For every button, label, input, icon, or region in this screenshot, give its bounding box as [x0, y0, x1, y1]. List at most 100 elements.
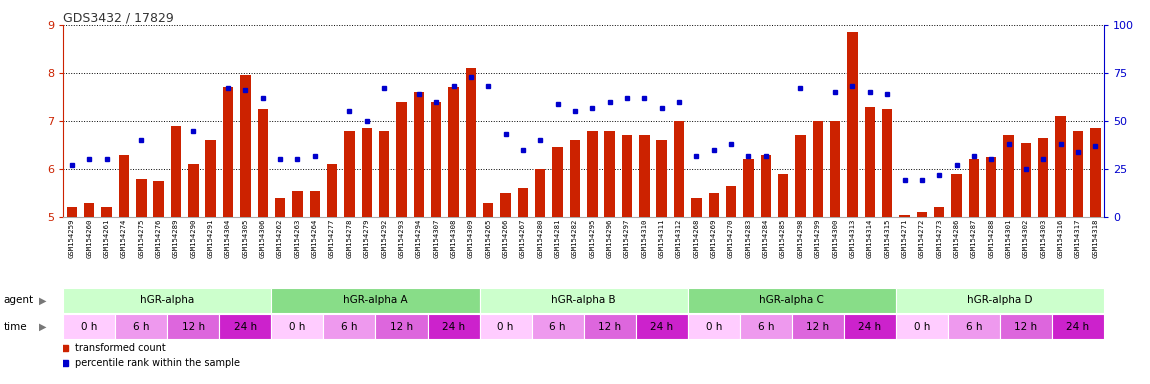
Bar	[171, 126, 182, 217]
Bar	[480, 288, 688, 313]
Text: GSM154280: GSM154280	[537, 219, 543, 258]
Bar	[63, 288, 271, 313]
Text: GSM154312: GSM154312	[676, 219, 682, 258]
Bar	[948, 314, 999, 339]
Text: GSM154267: GSM154267	[520, 219, 526, 258]
Text: 0 h: 0 h	[498, 321, 514, 332]
Bar	[323, 314, 375, 339]
Text: 12 h: 12 h	[390, 321, 413, 332]
Text: 12 h: 12 h	[806, 321, 829, 332]
Bar	[67, 207, 77, 217]
Bar	[622, 136, 633, 217]
Text: GSM154264: GSM154264	[312, 219, 317, 258]
Text: hGR-alpha B: hGR-alpha B	[551, 295, 616, 306]
Bar	[1056, 116, 1066, 217]
Bar	[480, 314, 531, 339]
Bar	[1090, 128, 1101, 217]
Bar	[588, 131, 598, 217]
Bar	[483, 203, 493, 217]
Bar	[796, 136, 806, 217]
Text: 6 h: 6 h	[133, 321, 150, 332]
Text: GSM154299: GSM154299	[815, 219, 821, 258]
Bar	[153, 181, 163, 217]
Text: GSM154259: GSM154259	[69, 219, 75, 258]
Text: 6 h: 6 h	[966, 321, 982, 332]
Bar	[428, 314, 480, 339]
Bar	[101, 207, 112, 217]
Text: GSM154262: GSM154262	[277, 219, 283, 258]
Bar	[657, 140, 667, 217]
Bar	[999, 314, 1052, 339]
Text: ▶: ▶	[39, 295, 47, 306]
Text: GSM154285: GSM154285	[780, 219, 787, 258]
Text: GSM154305: GSM154305	[243, 219, 248, 258]
Bar	[414, 92, 424, 217]
Text: GSM154286: GSM154286	[953, 219, 959, 258]
Text: GSM154277: GSM154277	[329, 219, 335, 258]
Text: 24 h: 24 h	[442, 321, 465, 332]
Text: GSM154295: GSM154295	[589, 219, 596, 258]
Text: GSM154294: GSM154294	[416, 219, 422, 258]
Bar	[844, 314, 896, 339]
Text: GSM154301: GSM154301	[1005, 219, 1012, 258]
Bar	[896, 288, 1104, 313]
Bar	[848, 32, 858, 217]
Bar	[1038, 138, 1049, 217]
Bar	[830, 121, 841, 217]
Bar	[375, 314, 428, 339]
Bar	[688, 288, 896, 313]
Text: GSM154315: GSM154315	[884, 219, 890, 258]
Bar	[688, 314, 739, 339]
Bar	[136, 179, 146, 217]
Text: GSM154260: GSM154260	[86, 219, 92, 258]
Text: GSM154298: GSM154298	[797, 219, 804, 258]
Text: GSM154297: GSM154297	[624, 219, 630, 258]
Bar	[189, 164, 199, 217]
Bar	[206, 140, 216, 217]
Text: percentile rank within the sample: percentile rank within the sample	[76, 358, 240, 367]
Bar	[639, 136, 650, 217]
Text: 0 h: 0 h	[82, 321, 98, 332]
Bar	[726, 186, 736, 217]
Text: hGR-alpha: hGR-alpha	[140, 295, 194, 306]
Bar	[518, 188, 528, 217]
Bar	[708, 193, 719, 217]
Bar	[674, 121, 684, 217]
Text: GSM154302: GSM154302	[1024, 219, 1029, 258]
Text: 0 h: 0 h	[290, 321, 306, 332]
Bar	[380, 131, 390, 217]
Bar	[760, 155, 771, 217]
Bar	[584, 314, 636, 339]
Bar	[327, 164, 337, 217]
Text: GSM154287: GSM154287	[971, 219, 976, 258]
Bar	[115, 314, 168, 339]
Text: GSM154296: GSM154296	[607, 219, 613, 258]
Text: 6 h: 6 h	[342, 321, 358, 332]
Text: GSM154270: GSM154270	[728, 219, 734, 258]
Text: GSM154317: GSM154317	[1075, 219, 1081, 258]
Bar	[500, 193, 511, 217]
Bar	[552, 147, 562, 217]
Text: GSM154284: GSM154284	[762, 219, 768, 258]
Text: GSM154308: GSM154308	[451, 219, 457, 258]
Bar	[309, 190, 320, 217]
Text: GSM154318: GSM154318	[1092, 219, 1098, 258]
Text: GSM154271: GSM154271	[902, 219, 907, 258]
Bar	[431, 102, 442, 217]
Text: 12 h: 12 h	[1014, 321, 1037, 332]
Text: 12 h: 12 h	[598, 321, 621, 332]
Bar	[168, 314, 220, 339]
Bar	[84, 203, 94, 217]
Text: GSM154314: GSM154314	[867, 219, 873, 258]
Bar	[361, 128, 371, 217]
Text: GSM154269: GSM154269	[711, 219, 716, 258]
Bar	[271, 314, 323, 339]
Text: hGR-alpha C: hGR-alpha C	[759, 295, 825, 306]
Bar	[292, 190, 302, 217]
Text: hGR-alpha A: hGR-alpha A	[343, 295, 408, 306]
Text: 0 h: 0 h	[914, 321, 930, 332]
Bar	[531, 314, 584, 339]
Text: GSM154289: GSM154289	[172, 219, 179, 258]
Bar	[223, 88, 233, 217]
Bar	[1052, 314, 1104, 339]
